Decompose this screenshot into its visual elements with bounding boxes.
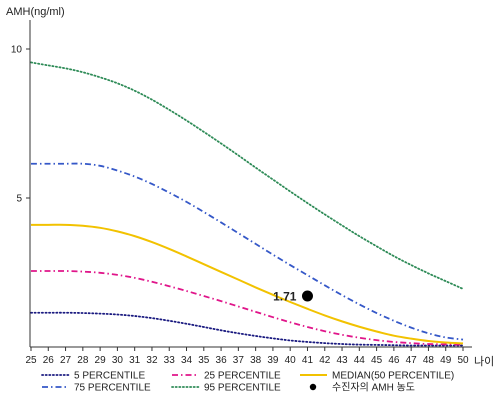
- x-tick-label: 35: [198, 355, 210, 366]
- x-tick-label: 33: [164, 355, 176, 366]
- x-axis-title: 나이: [474, 355, 494, 368]
- x-tick-label: 37: [233, 355, 245, 366]
- x-tick-label: 43: [336, 355, 348, 366]
- x-tick-label: 42: [319, 355, 331, 366]
- x-tick-label: 30: [112, 355, 124, 366]
- x-tick-label: 47: [406, 355, 418, 366]
- legend-label: 5 PERCENTILE: [74, 371, 145, 382]
- patient-amh-marker: [301, 290, 313, 302]
- x-tick-label: 31: [129, 355, 141, 366]
- x-tick-label: 26: [43, 355, 55, 366]
- x-tick-label: 49: [440, 355, 452, 366]
- x-tick-layer: 25 26 27 28 29 30 31 32 33 34 35 36 37 38 39 40 41 42 43 44…: [25, 347, 469, 366]
- marker-layer: 1.71: [273, 290, 313, 304]
- legend-swatch-patient-marker: [309, 383, 317, 391]
- x-tick-label: 27: [60, 355, 72, 366]
- series-line-75-percentile: [31, 162, 464, 341]
- x-tick-label: 38: [250, 355, 262, 366]
- x-tick-label: 39: [267, 355, 279, 366]
- x-tick-label: 25: [25, 355, 37, 366]
- x-tick-label: 50: [457, 355, 469, 366]
- y-axis-title: AMH(ng/ml): [6, 6, 65, 18]
- series-line-5-percentile: [30, 311, 464, 347]
- x-tick-label: 29: [95, 355, 107, 366]
- x-tick-label: 34: [181, 355, 193, 366]
- x-tick-label: 32: [146, 355, 158, 366]
- legend: 5 PERCENTILE 25 PERCENTILE MEDIAN(50 PERCE…: [41, 371, 454, 394]
- series-line-25-percentile: [31, 270, 464, 346]
- legend-label: 95 PERCENTILE: [204, 383, 281, 394]
- legend-label: 75 PERCENTILE: [74, 383, 151, 394]
- patient-amh-value-label: 1.71: [273, 290, 297, 304]
- y-tick-label: 10: [11, 45, 23, 56]
- y-tick-label: 5: [16, 194, 22, 205]
- x-tick-label: 41: [302, 355, 314, 366]
- x-tick-label: 44: [354, 355, 366, 366]
- x-tick-label: 36: [216, 355, 228, 366]
- x-tick-label: 46: [388, 355, 400, 366]
- x-tick-label: 28: [77, 355, 89, 366]
- x-tick-label: 48: [423, 355, 435, 366]
- x-tick-label: 40: [285, 355, 297, 366]
- x-tick-label: 45: [371, 355, 383, 366]
- series-line-95-percentile: [30, 61, 464, 290]
- legend-label: 25 PERCENTILE: [204, 371, 281, 382]
- legend-label: MEDIAN(50 PERCENTILE): [332, 371, 454, 382]
- series-line-median-50-percentile: [31, 223, 464, 345]
- legend-label: 수진자의 AMH 농도: [332, 382, 415, 394]
- y-tick-layer: 5 10: [11, 45, 30, 205]
- series-layer: [30, 61, 464, 347]
